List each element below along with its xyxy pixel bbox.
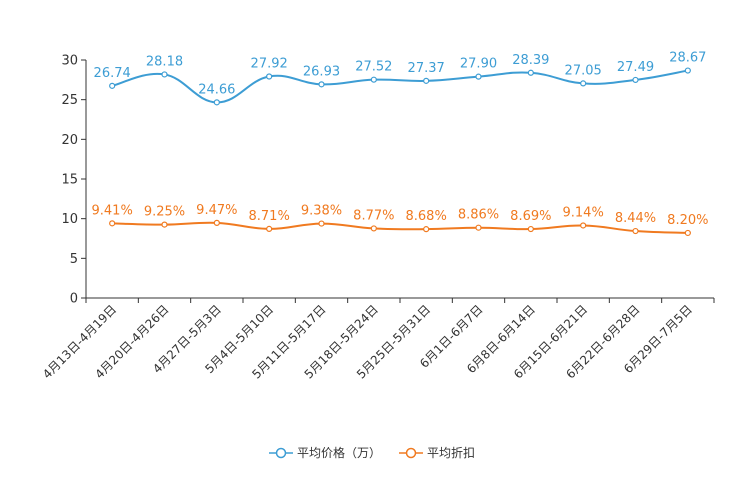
data-point [161, 221, 168, 228]
legend-item-price[interactable]: 平均价格（万） [268, 444, 381, 461]
data-label: 8.69% [510, 209, 551, 224]
data-point [370, 76, 377, 83]
data-point [475, 224, 482, 231]
data-label: 27.05 [565, 63, 602, 78]
data-label: 26.74 [94, 66, 131, 81]
data-label: 27.49 [617, 60, 654, 75]
data-label: 9.41% [92, 203, 133, 218]
data-label: 9.38% [301, 204, 342, 219]
data-label: 8.44% [615, 211, 656, 226]
y-tick-label: 15 [61, 173, 78, 188]
y-tick-label: 25 [61, 93, 78, 108]
data-point [423, 226, 430, 233]
legend-discount-marker-icon [399, 447, 423, 458]
data-label: 24.66 [198, 82, 235, 97]
data-label: 27.37 [408, 61, 445, 76]
data-point [318, 220, 325, 227]
legend-discount-label: 平均折扣 [427, 446, 476, 460]
legend-price-marker-icon [268, 447, 293, 458]
data-point [266, 225, 273, 233]
legend-price-label: 平均价格（万） [296, 446, 381, 460]
data-label: 8.71% [249, 209, 290, 224]
data-label: 28.67 [669, 51, 706, 66]
data-label: 8.86% [458, 208, 499, 223]
y-tick-label: 5 [70, 252, 78, 267]
data-point [527, 225, 534, 233]
data-point [213, 219, 220, 226]
y-tick-label: 30 [61, 54, 78, 69]
data-point [213, 99, 220, 106]
data-point [109, 220, 116, 227]
data-label: 28.39 [512, 53, 549, 68]
data-label: 28.18 [146, 54, 183, 69]
data-point [423, 77, 430, 84]
data-point [684, 229, 691, 237]
data-point [161, 71, 168, 78]
data-label: 8.77% [353, 208, 394, 223]
series-line-1 [112, 221, 688, 234]
data-label: 27.92 [251, 57, 288, 72]
chart-legend: 平均价格（万） 平均折扣 [0, 444, 744, 461]
y-tick-label: 10 [61, 212, 78, 227]
data-point [632, 76, 639, 84]
data-point [370, 225, 377, 232]
data-point [109, 82, 116, 89]
y-tick-label: 0 [70, 292, 78, 307]
data-point [684, 67, 691, 74]
data-label: 8.68% [406, 209, 447, 224]
data-point [632, 227, 639, 235]
y-tick-label: 20 [61, 133, 78, 148]
data-point [580, 222, 587, 229]
data-label: 9.47% [196, 203, 237, 218]
data-label: 8.20% [667, 213, 708, 228]
data-point [266, 73, 273, 80]
legend-item-discount[interactable]: 平均折扣 [399, 444, 475, 461]
data-label: 9.25% [144, 205, 185, 220]
data-label: 27.90 [460, 57, 497, 72]
data-label: 27.52 [355, 60, 392, 75]
data-point [318, 81, 325, 88]
data-label: 9.14% [563, 205, 604, 220]
data-point [527, 69, 534, 76]
data-point [580, 80, 587, 87]
data-point [475, 73, 482, 80]
data-label: 26.93 [303, 64, 340, 79]
